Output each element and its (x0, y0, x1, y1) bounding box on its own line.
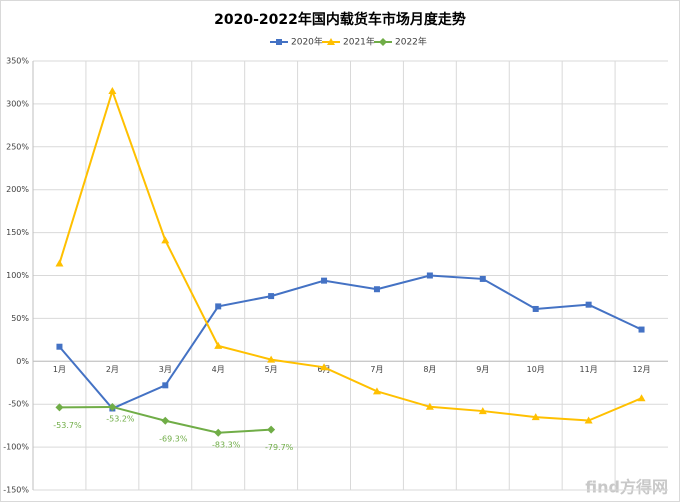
data-label: -83.3% (212, 440, 241, 449)
y-tick-label: 300% (6, 99, 29, 108)
data-point (56, 343, 63, 350)
data-point (638, 326, 645, 333)
data-point (55, 259, 64, 267)
data-point (267, 355, 276, 363)
data-point (268, 293, 275, 300)
data-label: -53.7% (53, 421, 82, 430)
data-label: -79.7% (265, 443, 294, 452)
data-point (531, 413, 540, 421)
y-tick-label: -150% (3, 486, 29, 495)
data-point (321, 277, 328, 284)
data-point (584, 416, 593, 424)
data-point (478, 407, 487, 415)
data-point (108, 87, 117, 95)
data-point (214, 428, 223, 437)
data-point (426, 272, 433, 279)
x-tick-label: 10月 (527, 365, 545, 374)
legend-label: 2022年 (395, 36, 427, 48)
data-point (108, 402, 117, 411)
y-tick-label: -50% (8, 400, 29, 409)
data-label: -53.2% (106, 414, 135, 423)
series-line (58, 274, 642, 410)
data-point (214, 341, 223, 349)
x-tick-label: 3月 (159, 365, 172, 374)
legend-label: 2021年 (343, 36, 375, 48)
legend-marker (327, 38, 335, 45)
data-point (162, 382, 169, 389)
data-point (267, 425, 276, 434)
series-line (58, 87, 642, 422)
chart-title: 2020-2022年国内载货车市场月度走势 (214, 11, 466, 28)
data-point (637, 394, 646, 402)
y-tick-label: 200% (6, 185, 29, 194)
data-point (585, 301, 592, 308)
data-point (161, 416, 170, 425)
data-point (320, 363, 329, 371)
data-point (532, 305, 539, 312)
y-tick-label: 50% (11, 314, 29, 323)
x-tick-label: 7月 (370, 365, 383, 374)
x-tick-label: 12月 (632, 365, 650, 374)
x-tick-label: 4月 (212, 365, 225, 374)
data-point (373, 286, 380, 293)
data-point (215, 303, 222, 310)
y-tick-label: 0% (16, 357, 29, 366)
data-label: -69.3% (159, 434, 188, 443)
legend-marker (276, 39, 282, 45)
legend-marker (379, 38, 387, 46)
watermark: find方得网 (585, 478, 668, 497)
data-point (479, 275, 486, 282)
x-tick-label: 5月 (265, 365, 278, 374)
x-tick-label: 2月 (106, 365, 119, 374)
x-tick-label: 1月 (53, 365, 66, 374)
y-tick-label: 150% (6, 228, 29, 237)
y-tick-label: 100% (6, 271, 29, 280)
x-tick-label: 11月 (580, 365, 598, 374)
data-point (55, 403, 64, 412)
y-tick-label: 350% (6, 57, 29, 66)
data-point (161, 236, 170, 244)
y-tick-label: -100% (3, 443, 29, 452)
data-point (425, 402, 434, 410)
legend-label: 2020年 (291, 36, 323, 48)
x-tick-label: 8月 (423, 365, 436, 374)
data-point (372, 387, 381, 395)
x-tick-label: 9月 (476, 365, 489, 374)
y-tick-label: 250% (6, 142, 29, 151)
